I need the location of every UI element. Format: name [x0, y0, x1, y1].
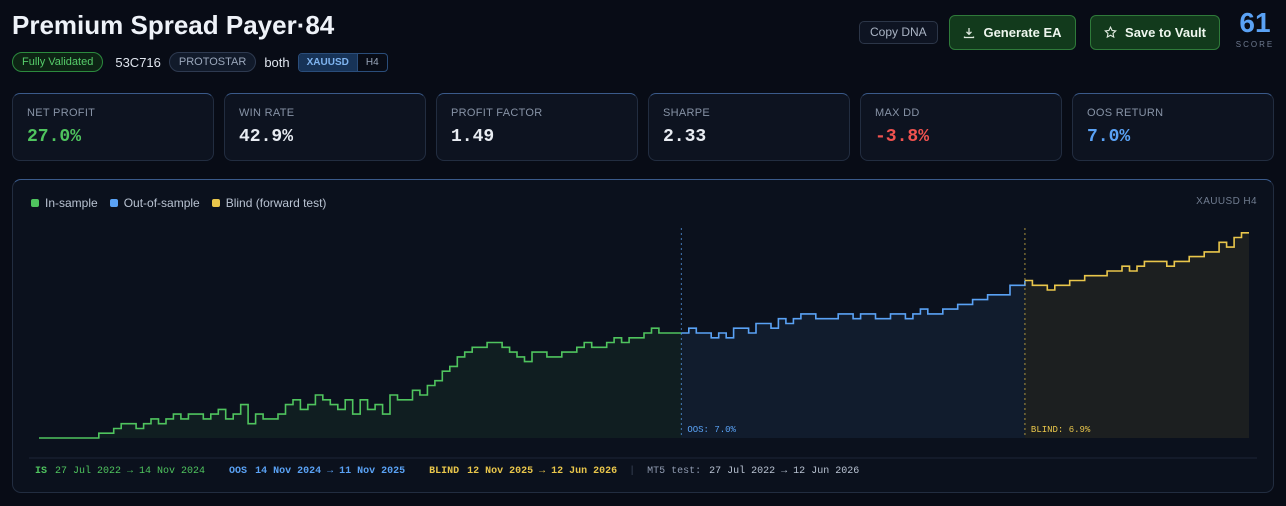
- series-area-blind: [1024, 232, 1249, 438]
- boundary-label-blind: BLIND: 6.9%: [1031, 425, 1091, 435]
- generate-ea-button[interactable]: Generate EA: [949, 15, 1076, 50]
- legend-item-out-of-sample[interactable]: Out-of-sample: [109, 196, 200, 210]
- boundary-label-oos: OOS: 7.0%: [687, 425, 736, 435]
- metric-label: MAX DD: [875, 107, 920, 119]
- period-footer: IS 27 Jul 2022 → 14 Nov 2024 OOS 14 Nov …: [35, 466, 859, 477]
- legend-item-blind[interactable]: Blind (forward test): [211, 196, 327, 210]
- oos-key: OOS: [229, 466, 248, 477]
- metric-card-oos-return: OOS RETURN 7.0%: [1072, 93, 1274, 161]
- score-display: 61 SCORE: [1230, 6, 1280, 49]
- metric-card-profit-factor: PROFIT FACTOR 1.49: [436, 93, 638, 161]
- metric-value: 42.9%: [239, 127, 294, 147]
- metric-label: PROFIT FACTOR: [451, 107, 543, 119]
- chart-legend: In-sample Out-of-sample Blind (forward t…: [31, 196, 326, 210]
- legend-swatch: [211, 199, 220, 207]
- blind-range: 12 Nov 2025 → 12 Jun 2026: [467, 466, 618, 477]
- score-value: 61: [1239, 7, 1271, 38]
- series-area-out-of-sample: [681, 280, 1025, 438]
- metric-value: 27.0%: [27, 127, 82, 147]
- legend-swatch: [109, 199, 118, 207]
- direction-label: both: [264, 54, 290, 70]
- metric-label: NET PROFIT: [27, 107, 96, 119]
- metric-card-net-profit: NET PROFIT 27.0%: [12, 93, 214, 161]
- metric-value: 7.0%: [1087, 127, 1131, 147]
- divider: |: [629, 466, 636, 477]
- oos-range: 14 Nov 2024 → 11 Nov 2025: [255, 466, 406, 477]
- equity-chart: OOS: 7.0% BLIND: 6.9%: [29, 228, 1257, 459]
- is-key: IS: [35, 466, 48, 477]
- page-title: Premium Spread Payer·84: [12, 10, 335, 40]
- series-line-blind: [1024, 232, 1249, 291]
- save-to-vault-button[interactable]: Save to Vault: [1090, 15, 1220, 50]
- download-icon: [964, 27, 975, 38]
- metric-value: -3.8%: [875, 127, 930, 147]
- score-label: SCORE: [1235, 40, 1275, 49]
- metric-label: OOS RETURN: [1087, 107, 1164, 119]
- metric-card-max-dd: MAX DD -3.8%: [860, 93, 1062, 161]
- mt5-key: MT5 test:: [647, 466, 702, 477]
- header: Premium Spread Payer·84 Fully Validated …: [0, 0, 1286, 90]
- copy-dna-button[interactable]: Copy DNA: [859, 21, 938, 44]
- symbol-label: XAUUSD: [298, 53, 357, 71]
- timeframe-label: H4: [356, 53, 387, 71]
- series-area-in-sample: [39, 328, 682, 438]
- meta-row: Fully Validated 53C716 PROTOSTAR both XA…: [12, 52, 388, 72]
- blind-key: BLIND: [429, 466, 460, 477]
- legend-swatch: [31, 199, 39, 207]
- metric-card-sharpe: SHARPE 2.33: [648, 93, 850, 161]
- legend-label: Blind (forward test): [225, 196, 327, 210]
- status-badge: Fully Validated: [12, 52, 104, 72]
- legend-label: In-sample: [45, 196, 98, 210]
- metric-value: 1.49: [451, 127, 495, 147]
- metric-value: 2.33: [663, 127, 707, 147]
- series-line-out-of-sample: [681, 280, 1026, 339]
- metric-cards: NET PROFIT 27.0% WIN RATE 42.9% PROFIT F…: [12, 93, 1274, 161]
- series-line-in-sample: [39, 327, 682, 439]
- legend-item-in-sample[interactable]: In-sample: [31, 196, 98, 210]
- is-range: 27 Jul 2022 → 14 Nov 2024: [55, 466, 206, 477]
- generate-ea-label: Generate EA: [983, 25, 1062, 40]
- equity-chart-panel: OOS: 7.0% BLIND: 6.9% In-sample Out-of-sa…: [12, 179, 1274, 493]
- dna-code: 53C716: [115, 54, 161, 70]
- metric-card-win-rate: WIN RATE 42.9%: [224, 93, 426, 161]
- metric-label: WIN RATE: [239, 107, 295, 119]
- symbol-badge: XAUUSD H4: [297, 52, 388, 72]
- tier-badge: PROTOSTAR: [168, 52, 257, 72]
- save-to-vault-label: Save to Vault: [1125, 25, 1206, 40]
- star-icon: [1104, 26, 1117, 39]
- chart-symbol-tag: XAUUSD H4: [1196, 196, 1257, 207]
- mt5-range: 27 Jul 2022 → 12 Jun 2026: [709, 466, 860, 477]
- legend-label: Out-of-sample: [123, 196, 200, 210]
- metric-label: SHARPE: [663, 107, 711, 119]
